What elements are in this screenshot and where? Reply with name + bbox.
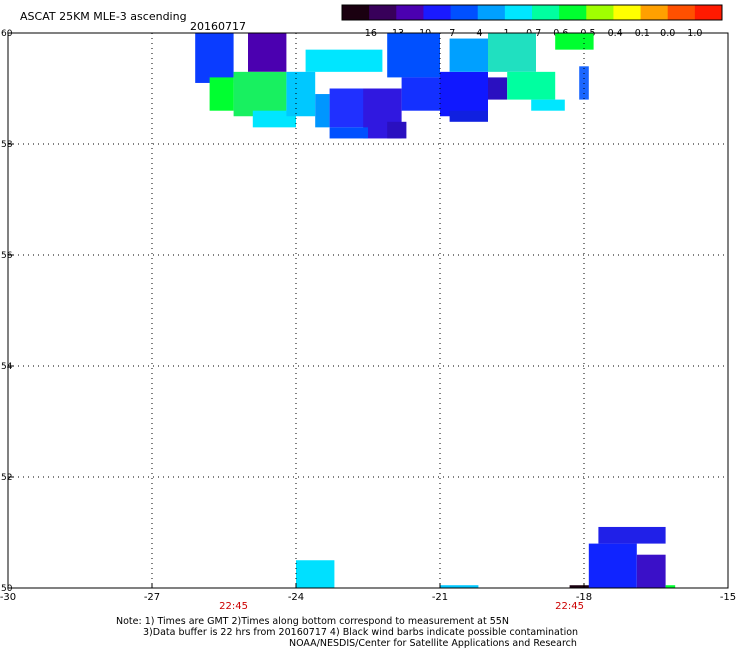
data-cell (531, 99, 565, 111)
colorbar-swatch (667, 5, 696, 20)
data-cell (449, 38, 488, 72)
colorbar-swatch (477, 5, 506, 20)
data-cell (579, 66, 589, 100)
x-tick-label: -27 (144, 592, 160, 603)
y-tick-label: 52 (1, 473, 12, 483)
data-cell (440, 585, 479, 588)
data-cell (387, 33, 440, 78)
data-cell (555, 33, 594, 50)
data-cell (665, 585, 676, 588)
colorbar-swatch (559, 5, 587, 20)
data-cell (449, 110, 488, 122)
chart-date: 20160717 (190, 20, 246, 33)
x-tick-label: -18 (576, 592, 592, 603)
data-cell (233, 71, 287, 117)
colorbar-swatch (423, 5, 452, 20)
data-cell (248, 33, 287, 72)
data-cell (286, 71, 316, 117)
data-cell (195, 33, 234, 83)
y-tick-label: 54 (1, 362, 13, 372)
data-cell (329, 127, 368, 139)
data-cell (598, 526, 666, 544)
data-cell (209, 77, 234, 111)
grid-lines (8, 33, 728, 588)
x-tick-label: -15 (720, 592, 736, 603)
y-tick-label: 60 (1, 29, 13, 39)
data-cell (588, 543, 637, 588)
time-label: 22:45 (555, 601, 584, 612)
colorbar-swatch (640, 5, 669, 20)
x-tick-label: -24 (288, 592, 304, 603)
data-cell (507, 71, 556, 100)
plot-frame (7, 32, 729, 589)
colorbar-swatch (396, 5, 424, 20)
data-cell (329, 88, 368, 128)
y-tick-label: 56 (1, 251, 13, 261)
data-cell (440, 71, 488, 117)
data-cell (315, 94, 330, 128)
colorbar-swatch (369, 5, 397, 20)
colorbar-swatch (450, 5, 479, 20)
data-cells (195, 33, 676, 588)
x-tick-label: -21 (432, 592, 448, 603)
data-cell (488, 77, 508, 100)
colorbar-swatch (532, 5, 560, 20)
data-cell (488, 33, 536, 72)
colorbar-swatch (586, 5, 614, 20)
x-axis: -30 -27 -24 -21 -18 -15 (0, 583, 736, 603)
note-line-3: NOAA/NESDIS/Center for Satellite Applica… (289, 638, 577, 649)
colorbar-frame (341, 4, 723, 21)
data-cell (636, 554, 666, 588)
data-cell (305, 49, 383, 72)
note-line-2: 3)Data buffer is 22 hrs from 20160717 4)… (143, 627, 578, 638)
data-cell (252, 110, 296, 128)
data-cell (296, 560, 335, 588)
colorbar-swatch (694, 5, 723, 20)
data-cell (387, 121, 407, 139)
x-tick-label: -30 (0, 592, 16, 603)
colorbar-swatch (342, 5, 370, 20)
colorbar (341, 4, 723, 21)
colorbar-swatch (613, 5, 642, 20)
y-tick-label: 50 (1, 584, 13, 594)
time-labels: 22:45 22:45 (219, 601, 584, 612)
colorbar-swatch (504, 5, 533, 20)
chart-title: ASCAT 25KM MLE-3 ascending (20, 10, 187, 23)
data-cell (569, 585, 604, 588)
y-axis: 60 58 56 54 52 50 (1, 29, 13, 594)
time-label: 22:45 (219, 601, 248, 612)
note-line-1: Note: 1) Times are GMT 2)Times along bot… (116, 616, 509, 627)
y-tick-label: 58 (1, 140, 13, 150)
